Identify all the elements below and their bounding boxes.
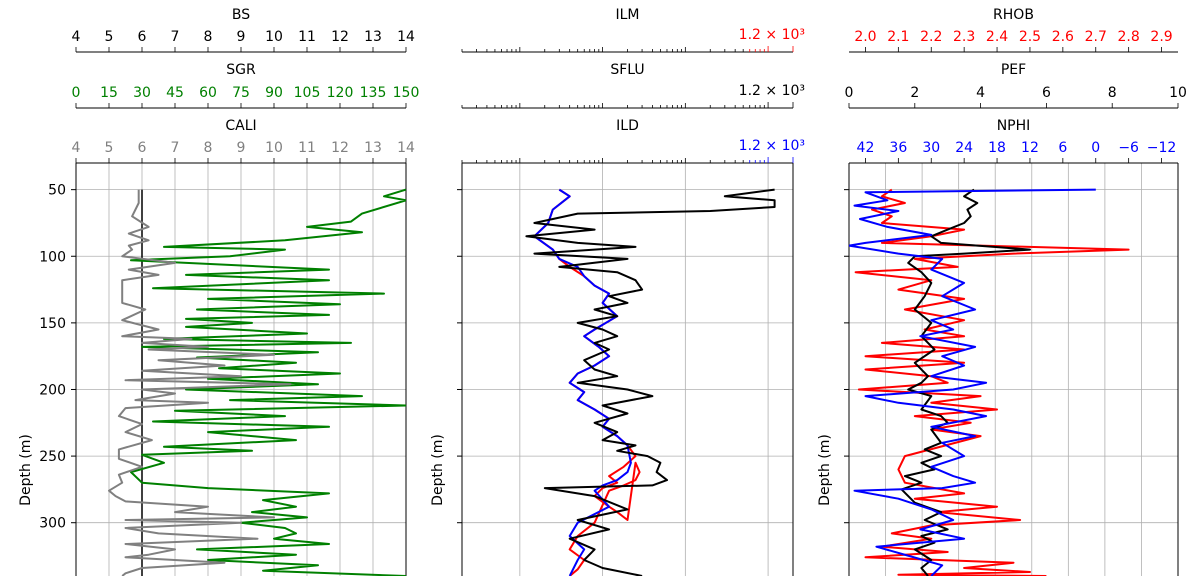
series-group xyxy=(849,188,1130,576)
axis-tick-label: 9 xyxy=(237,29,246,45)
axis-tick-label: 0 xyxy=(72,85,81,101)
axis-tick-label: 2.5 xyxy=(1019,29,1041,45)
axis-tick-label: 5 xyxy=(105,29,114,45)
axis-tick-label: 2 xyxy=(910,85,919,101)
top-axis-title: ILD xyxy=(616,118,639,134)
axis-tick-label: 5 xyxy=(105,140,114,156)
depth-axis-label: Depth (m) xyxy=(18,434,34,506)
axis-tick-label: 60 xyxy=(199,85,217,101)
depth-tick-label: 250 xyxy=(39,449,66,465)
series-line-rhob xyxy=(854,188,1130,576)
depth-tick-label: 100 xyxy=(39,249,66,265)
depth-tick-label: 200 xyxy=(39,382,66,398)
axis-tick-label: 2.1 xyxy=(887,29,909,45)
axis-tick-label: 8 xyxy=(204,140,213,156)
axis-tick-label: 10 xyxy=(265,140,283,156)
axis-tick-label: 7 xyxy=(171,29,180,45)
axis-tick-label: 2.0 xyxy=(854,29,876,45)
axis-tick-label: 135 xyxy=(360,85,387,101)
axis-tick-label: 120 xyxy=(327,85,354,101)
axis-tick-label: 8 xyxy=(204,29,213,45)
depth-tick-label: 300 xyxy=(39,516,66,532)
axis-tick-label: 18 xyxy=(988,140,1006,156)
log-axis-max-label: 1.2 × 10³ xyxy=(739,27,805,43)
axis-tick-label: −6 xyxy=(1118,140,1139,156)
axis-tick-label: 2.2 xyxy=(920,29,942,45)
axis-tick-label: 45 xyxy=(166,85,184,101)
axis-tick-label: 11 xyxy=(298,29,316,45)
depth-axis-label: Depth (m) xyxy=(817,434,833,506)
depth-tick-label: 150 xyxy=(39,316,66,332)
axis-tick-label: 6 xyxy=(138,140,147,156)
axis-tick-label: 30 xyxy=(133,85,151,101)
axis-tick-label: 24 xyxy=(955,140,973,156)
log-axis-max-label: 1.2 × 10³ xyxy=(739,83,805,99)
axis-tick-label: 15 xyxy=(100,85,118,101)
axis-tick-label: 105 xyxy=(294,85,321,101)
axis-tick-label: 14 xyxy=(397,29,415,45)
axis-tick-label: 7 xyxy=(171,140,180,156)
axis-tick-label: 6 xyxy=(1058,140,1067,156)
axis-tick-label: 30 xyxy=(922,140,940,156)
series-group xyxy=(108,188,406,576)
axis-tick-label: 12 xyxy=(331,29,349,45)
axis-tick-label: −12 xyxy=(1147,140,1177,156)
axis-tick-label: 150 xyxy=(393,85,420,101)
axis-tick-label: 2.8 xyxy=(1118,29,1140,45)
axis-tick-label: 12 xyxy=(331,140,349,156)
axis-tick-label: 4 xyxy=(976,85,985,101)
series-line-cali xyxy=(108,189,292,576)
axis-tick-label: 8 xyxy=(1108,85,1117,101)
depth-axis-label: Depth (m) xyxy=(430,434,446,506)
series-line-sflu xyxy=(525,188,776,576)
top-axis-title: SGR xyxy=(226,62,256,78)
series-line-ild xyxy=(533,188,632,576)
axis-tick-label: 11 xyxy=(298,140,316,156)
axis-tick-label: 14 xyxy=(397,140,415,156)
top-axis-title: NPHI xyxy=(997,118,1031,134)
axis-tick-label: 2.7 xyxy=(1085,29,1107,45)
series-line-nphi xyxy=(849,188,1096,576)
depth-tick-label: 50 xyxy=(48,183,66,199)
axis-tick-label: 12 xyxy=(1021,140,1039,156)
axis-tick-label: 2.4 xyxy=(986,29,1008,45)
axis-tick-label: 10 xyxy=(265,29,283,45)
top-axis-title: PEF xyxy=(1001,62,1026,78)
axis-tick-label: 6 xyxy=(1042,85,1051,101)
gridlines xyxy=(462,163,793,576)
axis-tick-label: 2.9 xyxy=(1150,29,1172,45)
axis-tick-label: 0 xyxy=(1091,140,1100,156)
axis-tick-label: 2.6 xyxy=(1052,29,1074,45)
axis-tick-label: 13 xyxy=(364,29,382,45)
axis-tick-label: 10 xyxy=(1169,85,1187,101)
axis-tick-label: 75 xyxy=(232,85,250,101)
axis-tick-label: 6 xyxy=(138,29,147,45)
axis-tick-label: 2.3 xyxy=(953,29,975,45)
log-axis-max-label: 1.2 × 10³ xyxy=(739,138,805,154)
top-axis-title: CALI xyxy=(225,118,256,134)
axis-tick-label: 36 xyxy=(889,140,907,156)
axis-tick-label: 0 xyxy=(845,85,854,101)
axis-tick-label: 9 xyxy=(237,140,246,156)
top-axis-title: BS xyxy=(232,7,250,23)
top-axis-title: ILM xyxy=(615,7,639,23)
axis-tick-label: 4 xyxy=(72,140,81,156)
top-axis-title: RHOB xyxy=(993,7,1034,23)
series-line-pef xyxy=(900,188,1031,576)
axis-tick-label: 90 xyxy=(265,85,283,101)
axis-tick-label: 4 xyxy=(72,29,81,45)
middle-track: ILM 1.2 × 10³ SFLU 1.2 × 10³ ILD 1.2 × 10³ Dep… xyxy=(430,7,805,576)
axis-tick-label: 13 xyxy=(364,140,382,156)
axis-tick-label: 42 xyxy=(857,140,875,156)
series-group xyxy=(525,188,776,576)
top-axis-title: SFLU xyxy=(610,62,644,78)
